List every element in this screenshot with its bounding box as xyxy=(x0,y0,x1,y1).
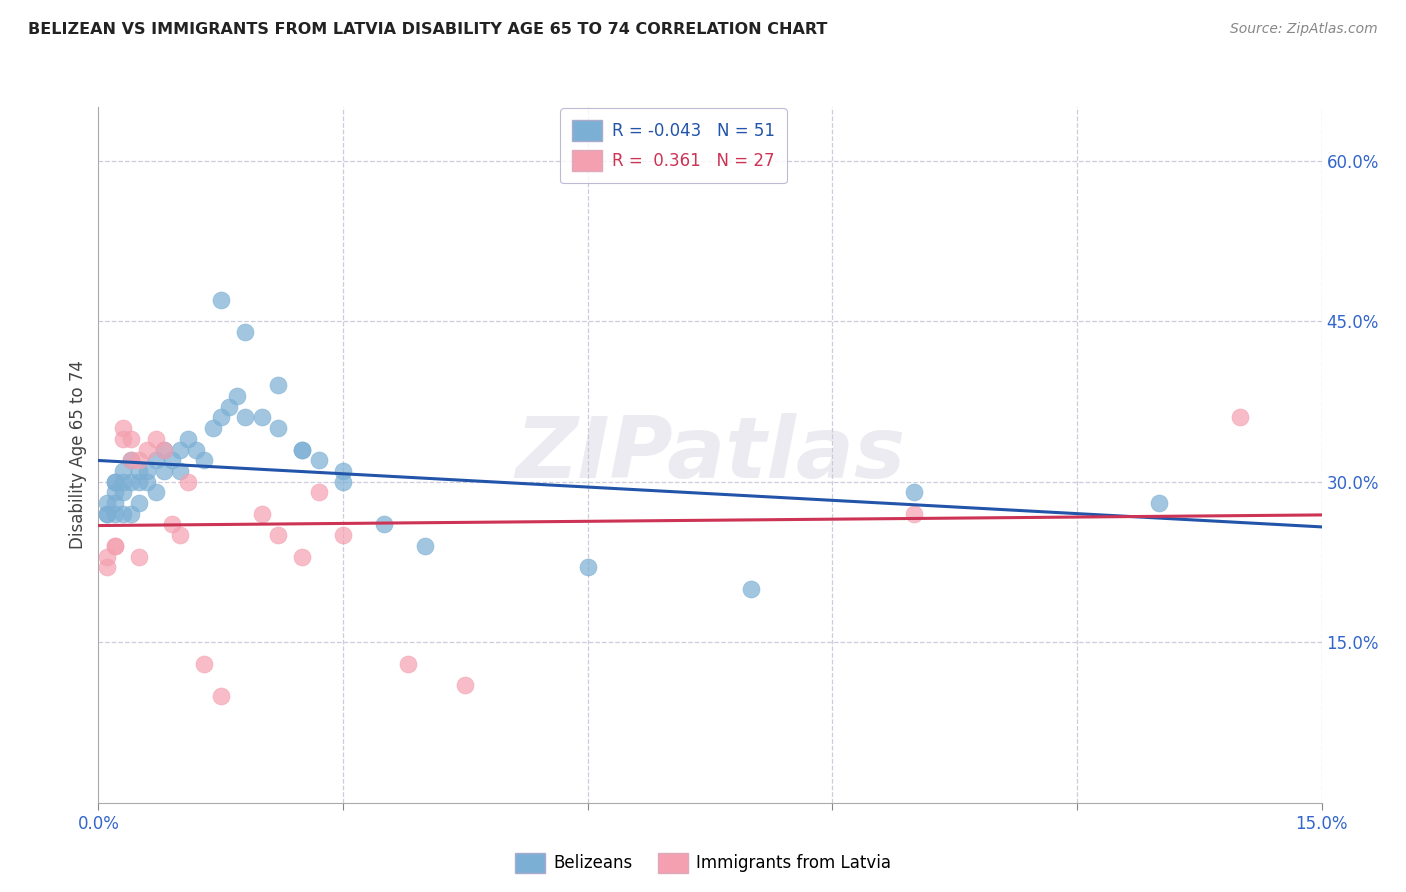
Point xyxy=(128,464,150,478)
Point xyxy=(291,442,314,457)
Point xyxy=(128,475,150,489)
Point xyxy=(104,475,127,489)
Point xyxy=(104,507,127,521)
Point xyxy=(136,464,159,478)
Point xyxy=(160,517,183,532)
Text: Source: ZipAtlas.com: Source: ZipAtlas.com xyxy=(1230,22,1378,37)
Point xyxy=(111,475,134,489)
Point xyxy=(96,507,118,521)
Point xyxy=(250,410,273,425)
Point xyxy=(104,485,127,500)
Point xyxy=(128,453,150,467)
Point xyxy=(104,475,127,489)
Point xyxy=(120,453,142,467)
Point xyxy=(373,517,395,532)
Point xyxy=(120,453,142,467)
Point xyxy=(308,453,330,467)
Point xyxy=(145,453,167,467)
Point xyxy=(250,507,273,521)
Text: ZIPatlas: ZIPatlas xyxy=(515,413,905,497)
Text: BELIZEAN VS IMMIGRANTS FROM LATVIA DISABILITY AGE 65 TO 74 CORRELATION CHART: BELIZEAN VS IMMIGRANTS FROM LATVIA DISAB… xyxy=(28,22,828,37)
Point xyxy=(209,410,232,425)
Point xyxy=(576,560,599,574)
Point xyxy=(291,549,314,564)
Point xyxy=(396,657,419,671)
Point xyxy=(1229,410,1251,425)
Point xyxy=(218,400,240,414)
Point xyxy=(291,442,314,457)
Point xyxy=(903,507,925,521)
Point xyxy=(413,539,436,553)
Point xyxy=(209,293,232,307)
Point xyxy=(120,475,142,489)
Point xyxy=(233,410,256,425)
Point xyxy=(186,442,208,457)
Point xyxy=(1147,496,1170,510)
Point xyxy=(111,421,134,435)
Point xyxy=(120,507,142,521)
Point xyxy=(111,464,134,478)
Point xyxy=(267,528,290,542)
Point xyxy=(152,442,174,457)
Point xyxy=(209,689,232,703)
Point xyxy=(128,496,150,510)
Point xyxy=(308,485,330,500)
Point xyxy=(169,442,191,457)
Point xyxy=(267,378,290,392)
Point xyxy=(96,507,118,521)
Point xyxy=(169,464,191,478)
Point xyxy=(136,442,159,457)
Point xyxy=(332,528,354,542)
Point xyxy=(193,453,215,467)
Point xyxy=(128,549,150,564)
Point xyxy=(111,432,134,446)
Point xyxy=(111,507,134,521)
Point xyxy=(177,475,200,489)
Point xyxy=(96,549,118,564)
Point xyxy=(454,678,477,692)
Point xyxy=(120,432,142,446)
Point xyxy=(267,421,290,435)
Point xyxy=(233,325,256,339)
Point xyxy=(96,496,118,510)
Point xyxy=(145,485,167,500)
Y-axis label: Disability Age 65 to 74: Disability Age 65 to 74 xyxy=(69,360,87,549)
Point xyxy=(145,432,167,446)
Point xyxy=(201,421,224,435)
Point xyxy=(226,389,249,403)
Point xyxy=(104,496,127,510)
Point xyxy=(740,582,762,596)
Point xyxy=(177,432,200,446)
Point xyxy=(169,528,191,542)
Point xyxy=(903,485,925,500)
Point xyxy=(160,453,183,467)
Point xyxy=(96,560,118,574)
Point xyxy=(152,464,174,478)
Point xyxy=(332,475,354,489)
Point xyxy=(152,442,174,457)
Point xyxy=(104,539,127,553)
Legend: Belizeans, Immigrants from Latvia: Belizeans, Immigrants from Latvia xyxy=(509,847,897,880)
Point xyxy=(111,485,134,500)
Point xyxy=(104,539,127,553)
Point xyxy=(136,475,159,489)
Point xyxy=(193,657,215,671)
Point xyxy=(332,464,354,478)
Legend: R = -0.043   N = 51, R =  0.361   N = 27: R = -0.043 N = 51, R = 0.361 N = 27 xyxy=(560,109,786,183)
